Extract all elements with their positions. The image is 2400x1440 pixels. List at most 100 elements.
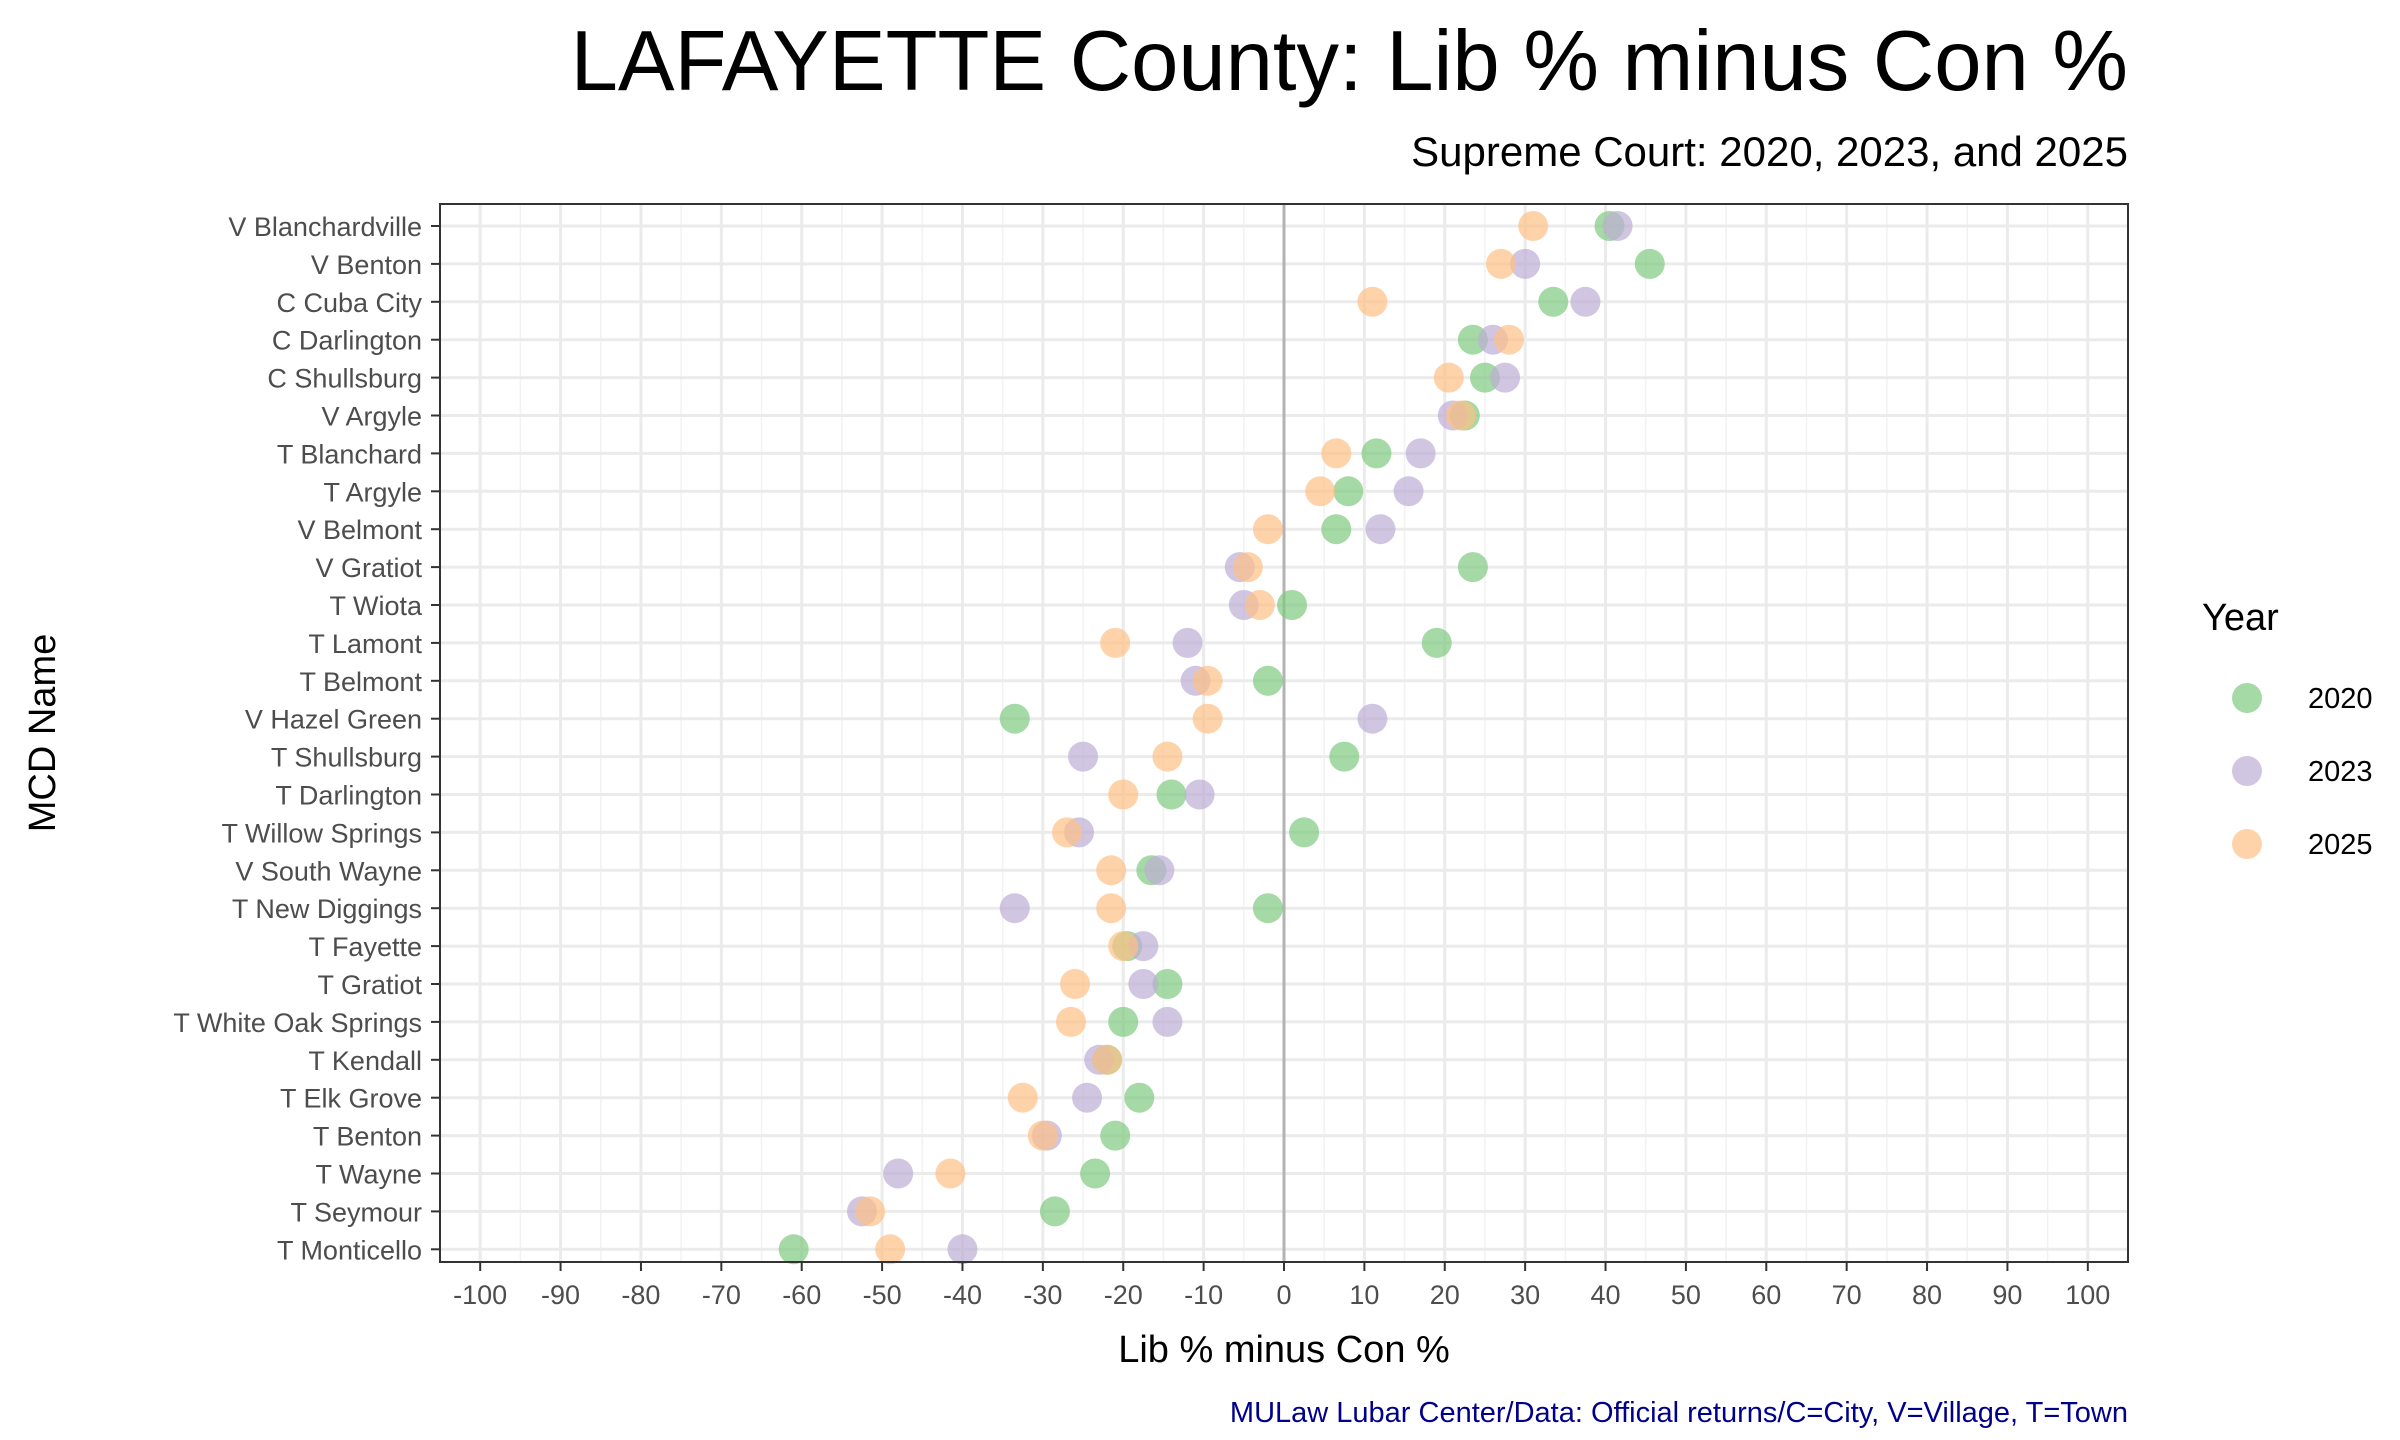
data-points [778, 211, 1665, 1265]
y-tick-label: T Gratiot [317, 970, 422, 1000]
data-point [1634, 248, 1665, 279]
y-tick-label: T Kendall [308, 1046, 422, 1076]
y-axis-title: MCD Name [22, 634, 64, 832]
data-point [855, 1196, 886, 1227]
data-point [1144, 855, 1175, 886]
data-point [1055, 1006, 1086, 1037]
data-point [1329, 741, 1360, 772]
data-point [1108, 1006, 1139, 1037]
x-tick-label: 50 [1671, 1280, 1701, 1310]
data-point [935, 1158, 966, 1189]
data-point [1051, 817, 1082, 848]
data-point [1357, 703, 1388, 734]
data-point [1152, 1006, 1183, 1037]
x-tick-label: -80 [621, 1280, 660, 1310]
data-point [1108, 779, 1139, 810]
legend-label: 2020 [2308, 683, 2373, 715]
y-tick-label: T Lamont [308, 629, 422, 659]
data-point [1027, 1120, 1058, 1151]
y-tick-label: T Monticello [277, 1235, 422, 1265]
data-point [1321, 438, 1352, 469]
x-tick-label: 60 [1751, 1280, 1781, 1310]
data-point [947, 1234, 978, 1265]
data-point [1152, 741, 1183, 772]
data-point [1457, 552, 1488, 583]
data-point [1289, 817, 1320, 848]
legend-label: 2023 [2308, 756, 2373, 788]
data-point [1602, 211, 1633, 241]
data-point [1060, 969, 1091, 999]
data-point [1108, 931, 1139, 962]
x-tick-label: -30 [1023, 1280, 1062, 1310]
data-point [1490, 362, 1521, 393]
y-tick-label: V South Wayne [235, 856, 422, 886]
x-tick-label: 20 [1430, 1280, 1460, 1310]
data-point [1421, 627, 1452, 658]
y-tick-label: V Gratiot [315, 553, 422, 583]
data-point [1333, 476, 1364, 507]
data-point [1068, 741, 1099, 772]
x-tick-label: 90 [1992, 1280, 2022, 1310]
data-point [1100, 1120, 1131, 1151]
y-tick-label: V Belmont [297, 515, 422, 545]
y-tick-label: V Benton [311, 250, 422, 280]
data-point [1080, 1158, 1111, 1189]
data-point [1277, 590, 1308, 620]
data-point [778, 1234, 809, 1265]
data-point [1361, 438, 1392, 469]
x-tick-label: -70 [702, 1280, 741, 1310]
data-point [1510, 248, 1541, 279]
x-tick-label: 100 [2065, 1280, 2110, 1310]
data-point [1252, 665, 1283, 696]
chart-caption: MULaw Lubar Center/Data: Official return… [1230, 1397, 2128, 1429]
x-tick-label: 0 [1276, 1280, 1291, 1310]
legend-key [2232, 829, 2262, 859]
y-tick-label: C Darlington [272, 326, 422, 356]
y-tick-label: C Shullsburg [267, 364, 422, 394]
data-point [1232, 552, 1263, 583]
data-point [1365, 514, 1396, 545]
y-tick-label: T Seymour [290, 1197, 422, 1227]
x-tick-label: -100 [453, 1280, 507, 1310]
y-tick-label: C Cuba City [276, 288, 422, 318]
data-point [1405, 438, 1436, 469]
data-point [1096, 893, 1127, 924]
data-point [1570, 286, 1601, 317]
legend-key [2232, 756, 2262, 786]
y-tick-label: T Wiota [329, 591, 423, 621]
x-tick-label: -40 [943, 1280, 982, 1310]
data-point [1184, 779, 1215, 810]
data-point [999, 893, 1030, 924]
data-point [1393, 476, 1424, 507]
y-tick-label: T Fayette [308, 932, 422, 962]
data-point [1092, 1044, 1123, 1075]
data-point [1192, 703, 1223, 734]
y-tick-label: T Wayne [315, 1160, 422, 1190]
y-tick-label: T Shullsburg [271, 743, 422, 773]
y-tick-label: T New Diggings [232, 894, 422, 924]
x-tick-label: -60 [782, 1280, 821, 1310]
data-point [1128, 969, 1159, 999]
data-point [1244, 590, 1275, 620]
x-tick-label: 80 [1912, 1280, 1942, 1310]
data-point [1100, 627, 1131, 658]
legend-items: 2020 2023 2025 [2232, 683, 2373, 861]
data-point [1486, 248, 1517, 279]
y-tick-label: T Willow Springs [221, 818, 422, 848]
y-tick-label: V Argyle [321, 402, 422, 432]
y-tick-label: V Blanchardville [228, 212, 422, 242]
y-tick-label: T Benton [313, 1122, 422, 1152]
x-tick-label: -90 [541, 1280, 580, 1310]
y-tick-label: T Blanchard [277, 439, 422, 469]
data-point [1494, 324, 1525, 355]
legend-key [2232, 683, 2262, 713]
data-point [1156, 779, 1187, 810]
chart-title: LAFAYETTE County: Lib % minus Con % [571, 14, 2128, 109]
x-axis-title: Lib % minus Con % [1118, 1329, 1450, 1371]
data-point [1039, 1196, 1070, 1227]
data-point [1007, 1082, 1038, 1113]
data-point [1252, 893, 1283, 924]
legend: Year 2020 2023 2025 [2202, 597, 2373, 861]
x-axis: -100 -90 -80 -70 -60 -50 -40 -30 -20 -10 0 10 20 30 40… [453, 1262, 2110, 1310]
